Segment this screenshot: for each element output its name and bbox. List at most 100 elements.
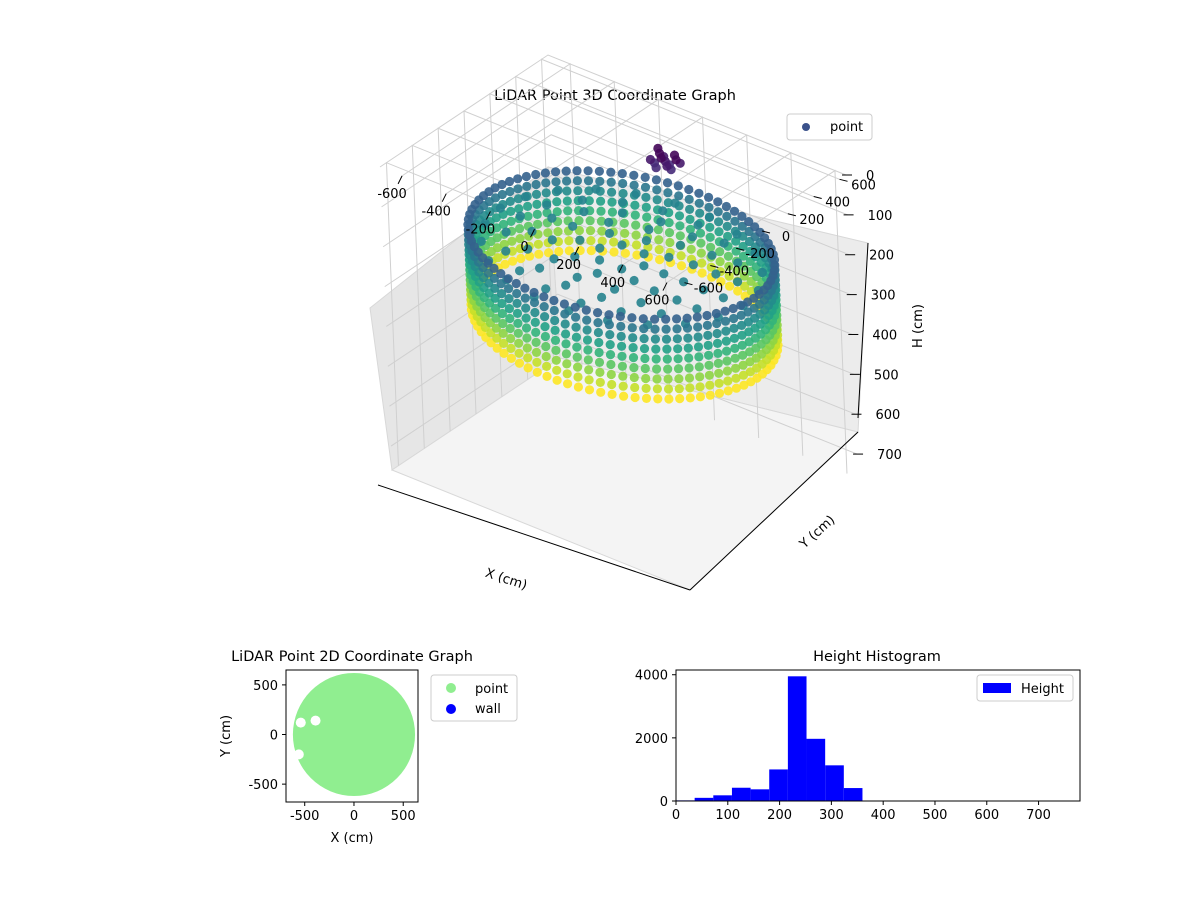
point-3d — [656, 217, 666, 227]
point-3d — [713, 348, 723, 358]
point-3d — [676, 251, 686, 261]
histogram-bar — [787, 676, 807, 801]
point-3d — [574, 216, 584, 226]
point-3d — [733, 277, 743, 287]
point-3d — [515, 224, 525, 234]
point-3d — [513, 328, 523, 338]
point-3d — [573, 362, 583, 372]
point-3d — [521, 303, 531, 313]
point-3d — [659, 269, 669, 279]
point-3d — [506, 333, 516, 344]
point-3d — [658, 206, 668, 216]
point-3d — [639, 344, 650, 354]
point-3d — [582, 315, 592, 325]
point-3d — [714, 227, 724, 237]
point-3d — [674, 191, 684, 201]
point-3d — [543, 228, 553, 238]
point-3d — [596, 387, 606, 397]
y-tick-label-3d: -200 — [745, 247, 775, 262]
point-3d — [560, 319, 570, 329]
point-3d — [497, 289, 507, 299]
point-3d — [497, 298, 507, 309]
point-3d — [728, 303, 738, 314]
x-tick-label-2d: -500 — [290, 809, 320, 824]
point-3d — [653, 394, 663, 404]
point-3d — [523, 244, 533, 254]
point-3d — [652, 364, 662, 374]
point-3d — [676, 261, 687, 271]
point-3d — [542, 200, 552, 210]
point-3d — [525, 251, 535, 261]
point-3d — [651, 344, 661, 354]
point-3d — [654, 245, 664, 255]
legend-hist: Height — [976, 674, 1074, 702]
point-3d — [549, 295, 559, 306]
point-3d — [704, 370, 715, 380]
point-3d — [652, 374, 662, 384]
grid-z-line — [379, 54, 847, 176]
point-3d — [715, 247, 725, 257]
point-3d — [618, 178, 628, 189]
point-3d — [731, 236, 741, 246]
point-3d — [514, 338, 524, 348]
point-3d — [722, 356, 732, 366]
z-tick-label-3d: 700 — [877, 448, 902, 463]
point-3d — [706, 242, 716, 252]
point-3d — [682, 323, 693, 333]
point-3d — [629, 275, 639, 286]
point-3d — [730, 343, 740, 353]
point-3d — [535, 263, 545, 273]
point-3d — [520, 283, 530, 293]
x-tick-label-hist: 100 — [715, 808, 740, 823]
point-3d — [605, 350, 616, 360]
point-3d — [491, 323, 501, 333]
point-3d — [731, 383, 742, 393]
y-tick-label-hist: 0 — [660, 795, 668, 810]
point-3d — [520, 293, 530, 303]
point-3d — [672, 324, 682, 334]
point-3d — [730, 353, 740, 363]
grid-z-line — [381, 94, 848, 216]
point-3d — [722, 346, 732, 356]
point-3d — [731, 363, 741, 373]
gap-2d — [310, 715, 321, 726]
point-3d — [506, 343, 516, 353]
point-3d — [542, 361, 552, 371]
point-3d — [704, 350, 714, 360]
point-3d — [541, 188, 551, 198]
point-3d — [489, 263, 499, 273]
point-3d — [571, 332, 582, 342]
point-3d — [554, 246, 564, 257]
point-3d — [673, 354, 683, 364]
point-3d — [593, 327, 604, 338]
point-3d — [663, 364, 673, 374]
point-3d — [562, 359, 572, 369]
point-3d — [496, 279, 506, 289]
point-3d — [531, 189, 542, 199]
point-3d — [504, 304, 514, 314]
legend-2d: point wall — [430, 674, 518, 722]
point-3d — [512, 298, 522, 308]
point-3d — [551, 355, 561, 365]
point-3d — [532, 357, 542, 367]
x-tick-label-3d: -600 — [377, 187, 407, 202]
point-3d — [738, 251, 749, 261]
point-3d — [663, 198, 673, 208]
point-3d — [523, 211, 533, 221]
point-3d — [492, 333, 502, 343]
point-3d — [704, 212, 715, 222]
point-3d — [595, 255, 605, 265]
point-3d — [506, 206, 516, 216]
point-3d — [596, 216, 607, 226]
x-tick-mark-3d — [485, 211, 491, 220]
point-3d — [497, 189, 507, 200]
point-3d — [500, 259, 510, 269]
point-3d — [529, 297, 540, 308]
point-3d — [640, 363, 650, 374]
point-3d — [489, 273, 499, 283]
point-3d — [629, 180, 639, 190]
point-3d — [562, 369, 572, 379]
point-3d — [564, 246, 574, 256]
point-3d — [552, 365, 562, 375]
point-3d — [644, 224, 654, 235]
